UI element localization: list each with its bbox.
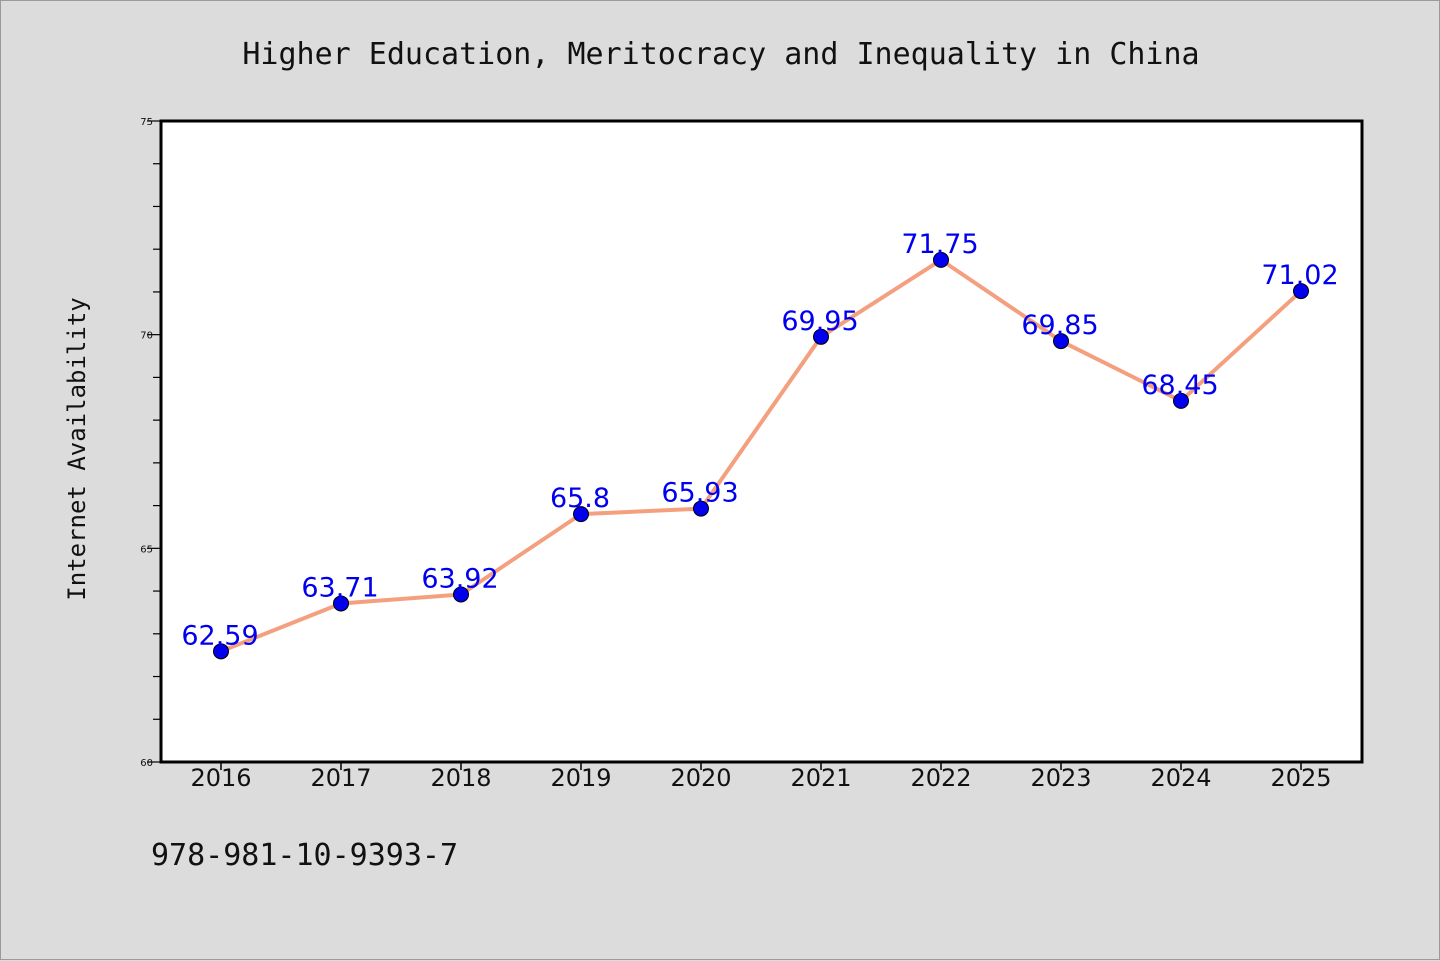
x-tick-label: 2017 (310, 764, 371, 792)
x-tick-label: 2016 (190, 764, 251, 792)
plot-area (159, 119, 1364, 764)
data-point (453, 586, 469, 603)
data-label: 71.75 (901, 229, 978, 260)
x-axis-ticks: 2016 2017 2018 2019 2020 2021 2022 2023 2024 2025 (190, 762, 1332, 792)
data-label: 63.92 (421, 563, 498, 594)
x-tick-label: 2025 (1270, 764, 1331, 792)
data-point (333, 595, 349, 612)
chart-title: Higher Education, Meritocracy and Inequa… (242, 37, 1199, 72)
data-label: 69.95 (781, 306, 858, 337)
x-tick-label: 2023 (1030, 764, 1091, 792)
data-point (1053, 333, 1069, 350)
data-label: 65.93 (661, 478, 738, 509)
y-tick-label: 65 (140, 544, 153, 555)
data-point (213, 643, 229, 660)
data-label: 63.71 (301, 572, 378, 603)
data-point (1293, 283, 1309, 300)
isbn-footer: 978-981-10-9393-7 (151, 838, 458, 873)
x-tick-label: 2021 (790, 764, 851, 792)
y-tick-label: 75 (140, 117, 153, 128)
data-point (573, 506, 589, 523)
data-point (933, 251, 949, 268)
data-point (693, 500, 709, 517)
series-line (219, 257, 1303, 654)
data-label: 68.45 (1141, 370, 1218, 401)
x-tick-label: 2020 (670, 764, 731, 792)
series-line-layer (219, 257, 1303, 654)
data-markers (213, 251, 1309, 660)
data-labels: 62.59 63.71 63.92 65.8 65.93 69.95 71.75 69.85 6… (181, 229, 1338, 651)
y-tick-label: 60 (140, 758, 153, 769)
data-label: 69.85 (1021, 310, 1098, 341)
x-tick-label: 2018 (430, 764, 491, 792)
data-label: 65.8 (550, 483, 610, 514)
x-tick-label: 2024 (1150, 764, 1211, 792)
x-tick-label: 2022 (910, 764, 971, 792)
y-tick-label: 70 (140, 331, 153, 342)
data-label: 62.59 (181, 620, 258, 651)
y-axis-ticks: 60 65 70 75 (140, 117, 161, 769)
data-point (813, 328, 829, 345)
x-tick-label: 2019 (550, 764, 611, 792)
data-label: 71.02 (1261, 260, 1338, 291)
y-axis-label: Internet Availability (63, 297, 91, 600)
data-point (1173, 392, 1189, 409)
